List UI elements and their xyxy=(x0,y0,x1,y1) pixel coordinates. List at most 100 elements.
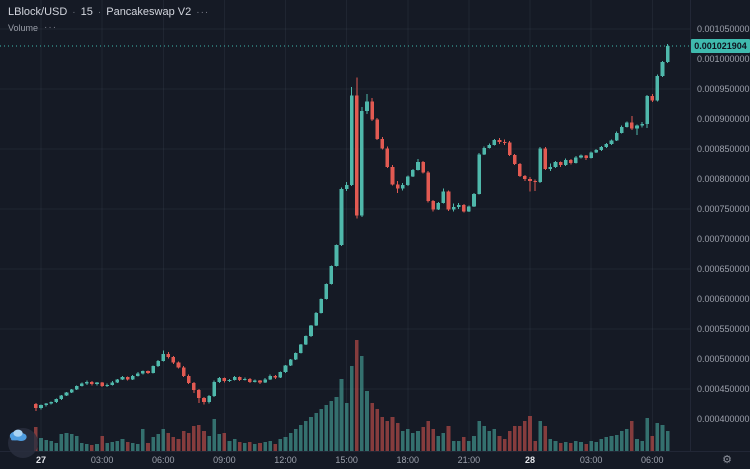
volume-bar xyxy=(181,431,186,451)
volume-bar xyxy=(553,441,558,451)
volume-bar xyxy=(390,417,395,451)
volume-bar xyxy=(237,442,242,451)
candle-body xyxy=(304,336,308,345)
time-tick-label: 03:00 xyxy=(579,455,603,465)
volume-bar xyxy=(497,436,502,451)
volume-bar xyxy=(192,426,196,451)
volume-bar xyxy=(380,417,385,451)
volume-bar xyxy=(95,444,99,451)
candle-body xyxy=(242,378,247,380)
candle-body xyxy=(258,380,262,383)
volume-bar xyxy=(273,444,278,451)
candle-body xyxy=(594,150,599,153)
volume-bar xyxy=(640,441,644,451)
volume-bar xyxy=(253,444,257,451)
volume-bar xyxy=(360,356,364,451)
candle-body xyxy=(171,357,176,363)
interval-label[interactable]: 15 xyxy=(80,6,93,18)
candle-body xyxy=(614,132,619,141)
candle-body xyxy=(462,204,466,212)
volume-bar xyxy=(355,340,359,451)
candle-body xyxy=(472,194,476,207)
candle-body xyxy=(390,167,395,185)
volume-bar xyxy=(660,425,665,451)
provider-logo[interactable] xyxy=(8,428,38,458)
volume-bar xyxy=(85,444,89,451)
candle-body xyxy=(298,344,303,353)
volume-bar xyxy=(105,443,110,451)
volume-more-icon[interactable]: ··· xyxy=(44,22,58,33)
candle-body xyxy=(309,325,313,337)
time-tick-label-day: 27 xyxy=(35,455,47,465)
candle-body xyxy=(49,402,53,404)
price-tick-label: 0.000450000 xyxy=(697,384,750,394)
candle-body xyxy=(543,148,548,169)
volume-bar xyxy=(263,442,267,451)
volume-bar xyxy=(54,443,59,451)
volume-bar xyxy=(115,441,120,451)
volume-bar xyxy=(268,441,273,451)
volume-bar xyxy=(212,419,216,451)
volume-bar xyxy=(579,442,583,451)
candle-body xyxy=(161,354,166,361)
candle-body xyxy=(329,266,334,284)
candle-body xyxy=(426,172,430,202)
volume-bar xyxy=(574,441,578,451)
candle-body xyxy=(115,379,120,383)
candle-body xyxy=(640,123,644,126)
volume-bar xyxy=(197,425,201,451)
candle-body xyxy=(395,184,400,189)
price-tick-label: 0.001000000 xyxy=(697,54,750,64)
volume-bar xyxy=(604,437,609,451)
volume-bar xyxy=(288,433,293,451)
volume-bar xyxy=(186,433,191,451)
candle-body xyxy=(625,122,629,127)
volume-indicator-label[interactable]: Volume xyxy=(8,22,39,33)
candle-body xyxy=(44,403,48,406)
volume-bar xyxy=(421,427,425,451)
volume-bar xyxy=(74,436,79,451)
price-tick-label: 0.000750000 xyxy=(697,204,750,214)
volume-bar xyxy=(370,403,374,451)
time-tick-label: 18:00 xyxy=(396,455,420,465)
volume-bar xyxy=(645,418,649,451)
legend-more-icon[interactable]: ··· xyxy=(196,6,210,18)
volume-bar xyxy=(558,443,563,451)
candle-body xyxy=(360,111,364,216)
candle-body xyxy=(293,353,298,360)
time-tick-label-day: 28 xyxy=(525,455,536,465)
candle-body xyxy=(574,157,578,163)
candle-body xyxy=(90,381,94,385)
volume-bar xyxy=(563,442,568,451)
candle-body xyxy=(59,395,64,400)
candle-body xyxy=(645,96,649,124)
symbol-title[interactable]: LBlock/USD xyxy=(8,6,68,18)
volume-bar xyxy=(426,421,430,451)
volume-bar xyxy=(293,429,298,451)
axis-settings-gear-icon[interactable]: ⚙ xyxy=(722,454,732,466)
volume-bar xyxy=(411,433,415,451)
candle-body xyxy=(324,284,329,299)
candle-body xyxy=(125,377,130,380)
volume-bar xyxy=(278,439,283,451)
venue-label[interactable]: Pancakeswap V2 xyxy=(106,6,192,18)
candle-body xyxy=(512,155,517,164)
candle-body xyxy=(477,154,481,194)
candle-body xyxy=(456,204,461,208)
time-tick-label: 03:00 xyxy=(90,455,114,465)
volume-bar xyxy=(217,434,222,451)
volume-bar xyxy=(523,421,527,451)
candle-body xyxy=(85,381,89,384)
volume-bar xyxy=(171,437,176,451)
candle-body xyxy=(227,380,232,382)
candle-body xyxy=(39,405,43,409)
candle-body xyxy=(34,404,38,409)
candle-body xyxy=(604,144,609,148)
volume-bar xyxy=(141,429,145,451)
time-axis[interactable]: ⚙ 27 03:00 06:00 09:00 12:00 15:00 18:00 21:00 2… xyxy=(0,451,750,469)
price-tick-label: 0.000600000 xyxy=(697,294,750,304)
candle-body xyxy=(176,362,181,368)
price-axis[interactable]: 0.001021904 0.001050000 0.001000000 0.0009… xyxy=(690,0,750,452)
volume-bar xyxy=(635,439,639,451)
